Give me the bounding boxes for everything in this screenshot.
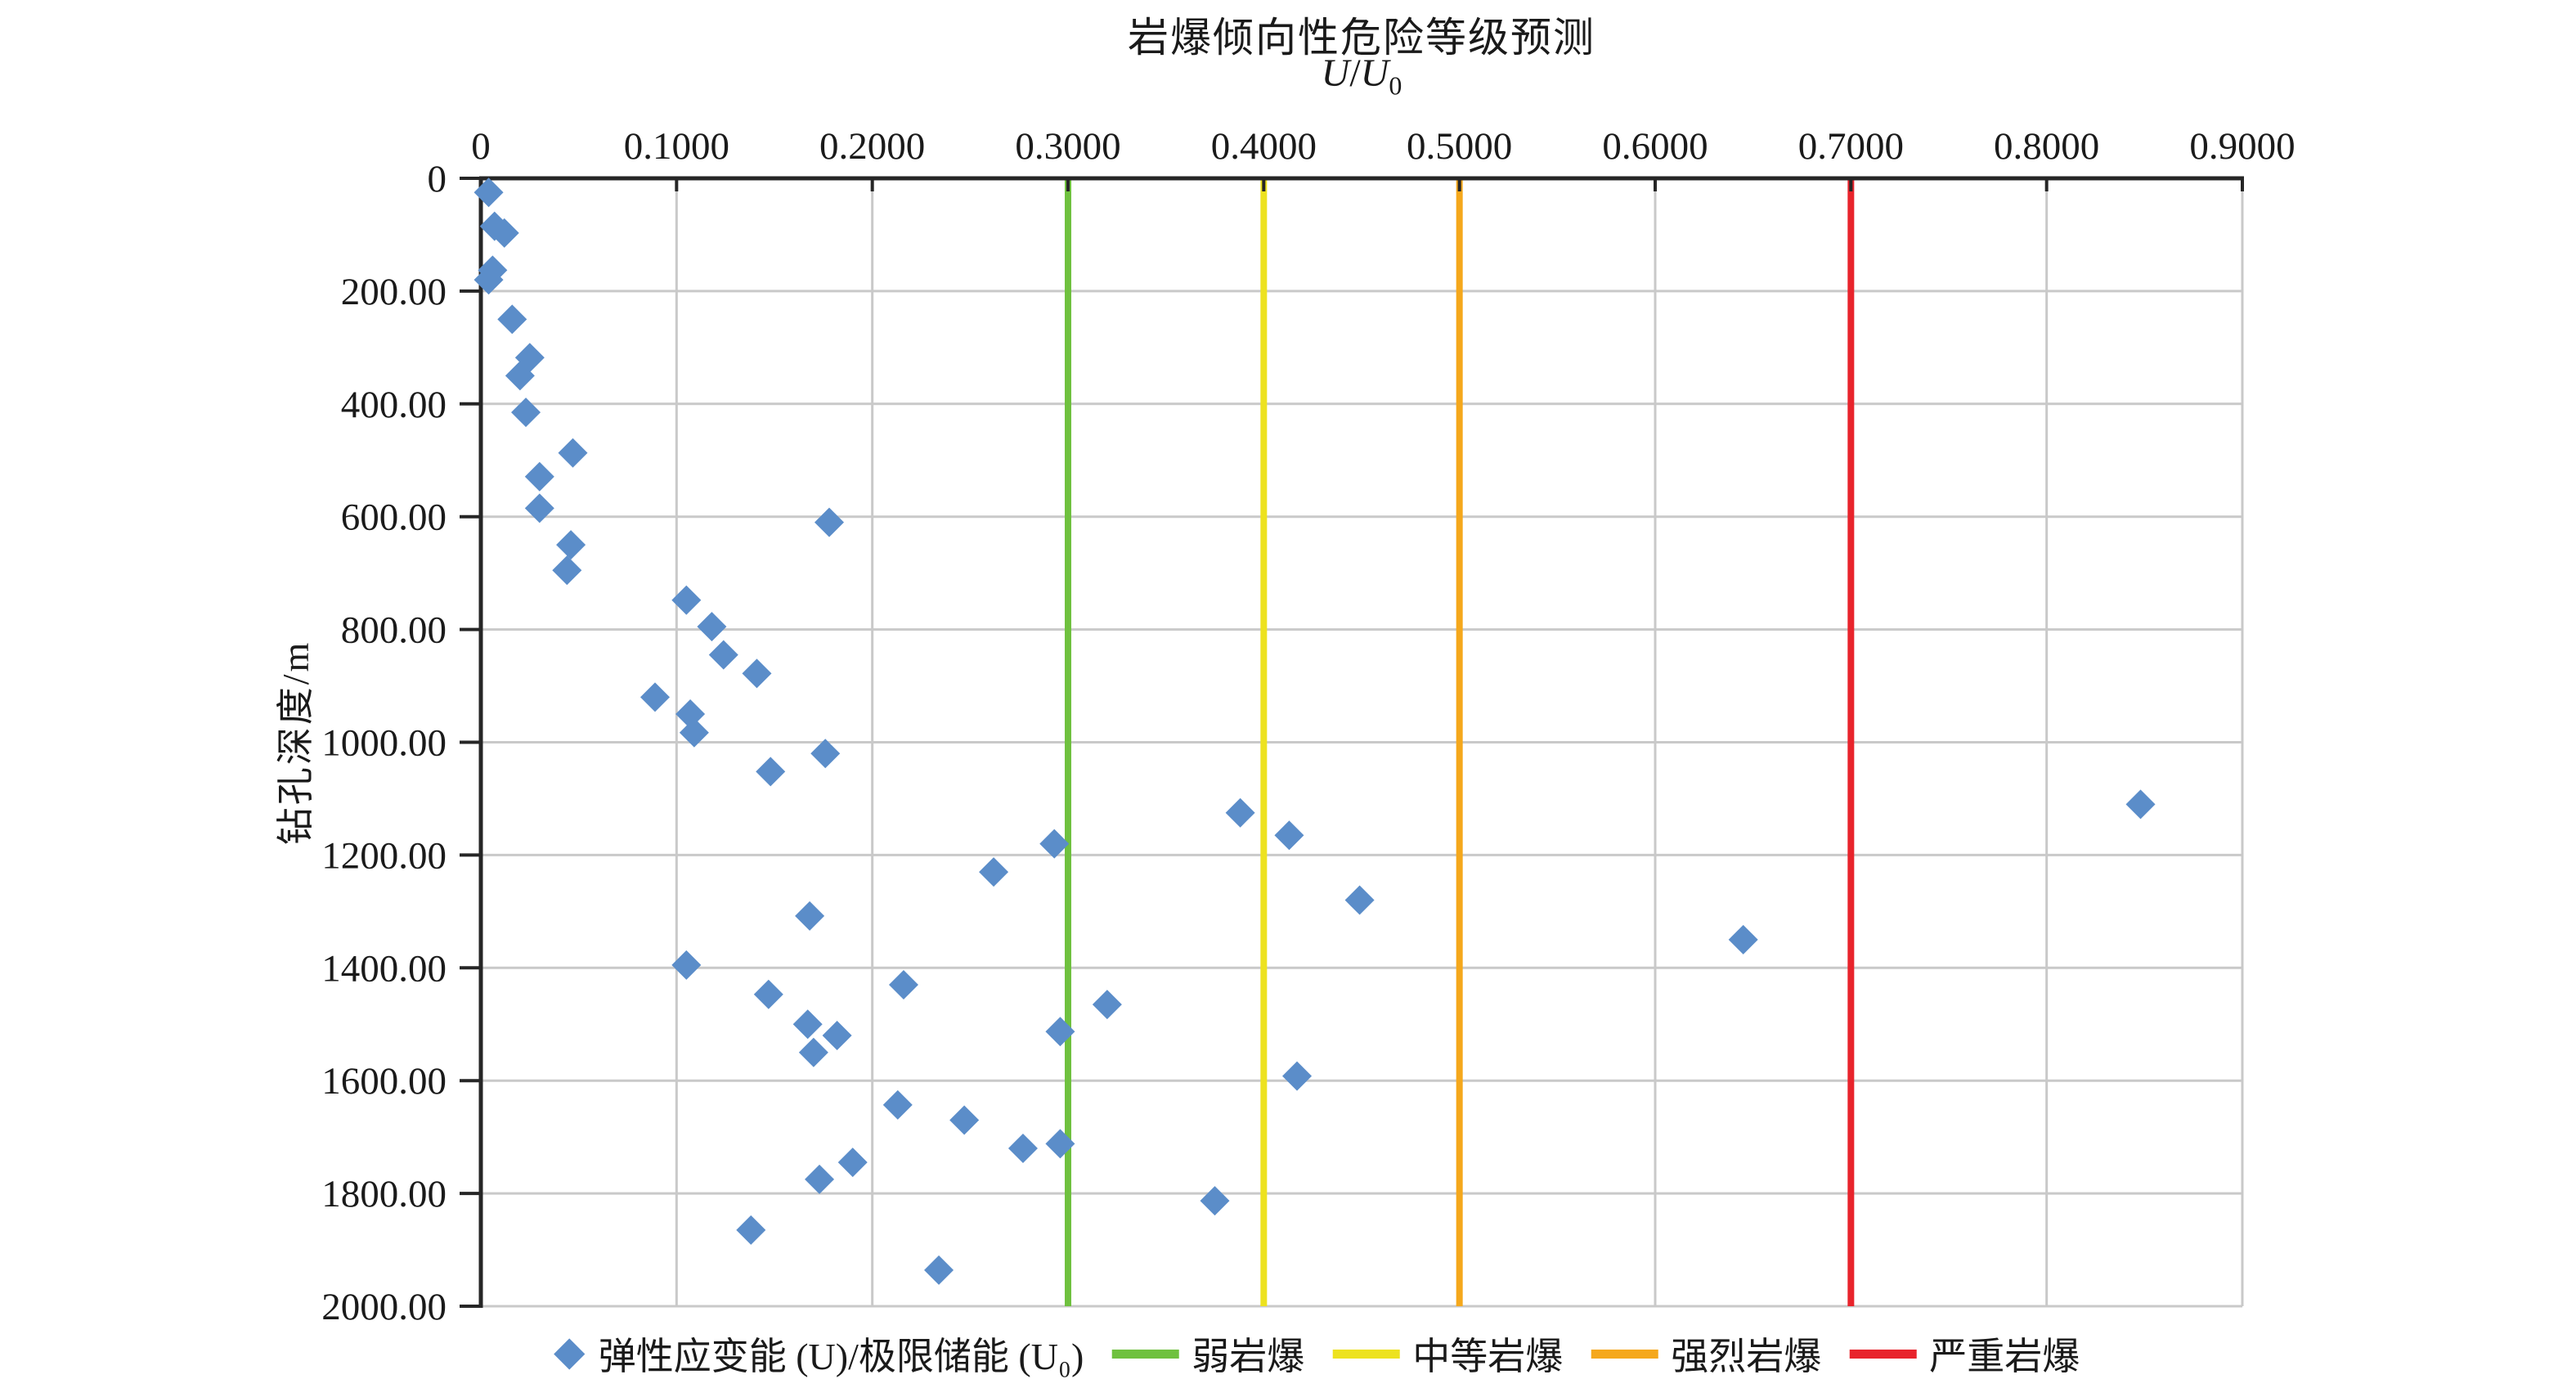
scatter-point xyxy=(558,438,588,468)
scatter-point xyxy=(524,493,554,523)
y-tick-label: 2000.00 xyxy=(321,1286,447,1328)
scatter-point xyxy=(511,398,541,428)
scatter-point xyxy=(1344,885,1375,915)
scatter-point xyxy=(552,555,582,586)
y-tick-label: 800.00 xyxy=(341,609,447,652)
y-tick-label: 1200.00 xyxy=(321,834,447,877)
scatter-point xyxy=(815,507,845,537)
scatter-point xyxy=(640,682,671,712)
legend-series-label: 弹性应变能 (U)/极限储能 (U₀) xyxy=(598,1336,1084,1377)
scatter-point xyxy=(949,1105,980,1135)
y-tick-label: 0 xyxy=(428,158,447,200)
scatter-point xyxy=(556,530,586,560)
scatter-point xyxy=(805,1164,835,1194)
legend-weak-label: 弱岩爆 xyxy=(1192,1336,1305,1377)
y-tick-label: 1400.00 xyxy=(321,947,447,990)
x-tick-label: 0.4000 xyxy=(1211,125,1317,168)
chart-subtitle: U/U0 xyxy=(1322,51,1402,101)
scatter-point xyxy=(708,640,738,670)
scatter-point xyxy=(756,757,786,787)
scatter-point xyxy=(888,969,918,999)
scatter-point xyxy=(1274,820,1304,851)
x-tick-label: 0.3000 xyxy=(1015,125,1120,168)
scatter-point xyxy=(697,612,727,642)
strong-line-icon xyxy=(1591,1349,1658,1359)
legend-item-series: 弹性应变能 (U)/极限储能 (U₀) xyxy=(554,1327,1084,1381)
scatter-point xyxy=(736,1215,766,1245)
y-tick-label: 1000.00 xyxy=(321,722,447,765)
scatter-point xyxy=(1282,1061,1313,1091)
x-tick-label: 0.1000 xyxy=(624,125,729,168)
scatter-point xyxy=(810,739,841,769)
scatter-point xyxy=(1045,1017,1075,1047)
scatter-point xyxy=(1200,1186,1230,1216)
scatter-point xyxy=(795,901,825,931)
scatter-point xyxy=(1045,1129,1075,1159)
scatter-point xyxy=(742,658,772,689)
subtitle-subscript: 0 xyxy=(1389,70,1402,101)
y-tick-label: 1800.00 xyxy=(321,1173,447,1215)
scatter-point xyxy=(524,461,554,492)
moderate-line-icon xyxy=(1332,1349,1400,1359)
x-tick-label: 0.7000 xyxy=(1798,125,1904,168)
scatter-point xyxy=(924,1255,954,1285)
scatter-point xyxy=(979,857,1009,887)
severe-line-icon xyxy=(1849,1349,1917,1359)
legend-strong-label: 强烈岩爆 xyxy=(1671,1336,1822,1377)
y-tick-label: 200.00 xyxy=(341,271,447,313)
scatter-point xyxy=(882,1089,913,1120)
subtitle-u1: U xyxy=(1321,52,1350,95)
y-tick-label: 600.00 xyxy=(341,496,447,539)
scatter-point xyxy=(489,218,519,248)
scatter-point xyxy=(679,717,709,748)
scatter-point xyxy=(671,950,702,980)
legend: 弹性应变能 (U)/极限储能 (U₀) 弱岩爆 中等岩爆 强烈岩爆 严重岩爆 xyxy=(554,1327,2080,1381)
legend-severe-label: 严重岩爆 xyxy=(1929,1336,2080,1377)
scatter-point xyxy=(753,979,783,1009)
x-tick-label: 0.9000 xyxy=(2189,125,2295,168)
chart-title: 岩爆倾向性危险等级预测 xyxy=(1128,15,1595,61)
scatter-point xyxy=(1225,797,1255,828)
legend-item-weak: 弱岩爆 xyxy=(1111,1327,1304,1381)
scatter-point xyxy=(2125,789,2156,820)
legend-item-severe: 严重岩爆 xyxy=(1849,1327,2080,1381)
subtitle-u2: U xyxy=(1360,52,1389,95)
scatter-point xyxy=(473,177,504,208)
y-tick-label: 1600.00 xyxy=(321,1060,447,1103)
scatter-point xyxy=(505,361,535,391)
scatter-point xyxy=(822,1021,852,1051)
x-tick-label: 0.6000 xyxy=(1602,125,1708,168)
y-tick-label: 400.00 xyxy=(341,384,447,426)
scatter-point xyxy=(798,1037,828,1067)
x-tick-label: 0.5000 xyxy=(1407,125,1512,168)
legend-moderate-label: 中等岩爆 xyxy=(1412,1336,1564,1377)
scatter-point xyxy=(792,1009,823,1040)
x-tick-label: 0.2000 xyxy=(819,125,925,168)
subtitle-slash: / xyxy=(1349,52,1361,95)
scatter-point xyxy=(1728,924,1758,955)
x-tick-label: 0 xyxy=(471,125,491,168)
series-diamond-icon xyxy=(554,1337,586,1370)
scatter-point xyxy=(671,585,702,615)
scatter-point xyxy=(473,265,504,295)
scatter-point xyxy=(1039,829,1070,859)
weak-line-icon xyxy=(1111,1349,1179,1359)
legend-item-moderate: 中等岩爆 xyxy=(1332,1327,1563,1381)
scatter-point xyxy=(1092,990,1122,1020)
x-tick-label: 0.8000 xyxy=(1994,125,2099,168)
legend-item-strong: 强烈岩爆 xyxy=(1591,1327,1821,1381)
scatter-point xyxy=(1008,1133,1038,1163)
scatter-point xyxy=(497,304,527,335)
scatter-point xyxy=(837,1148,868,1178)
